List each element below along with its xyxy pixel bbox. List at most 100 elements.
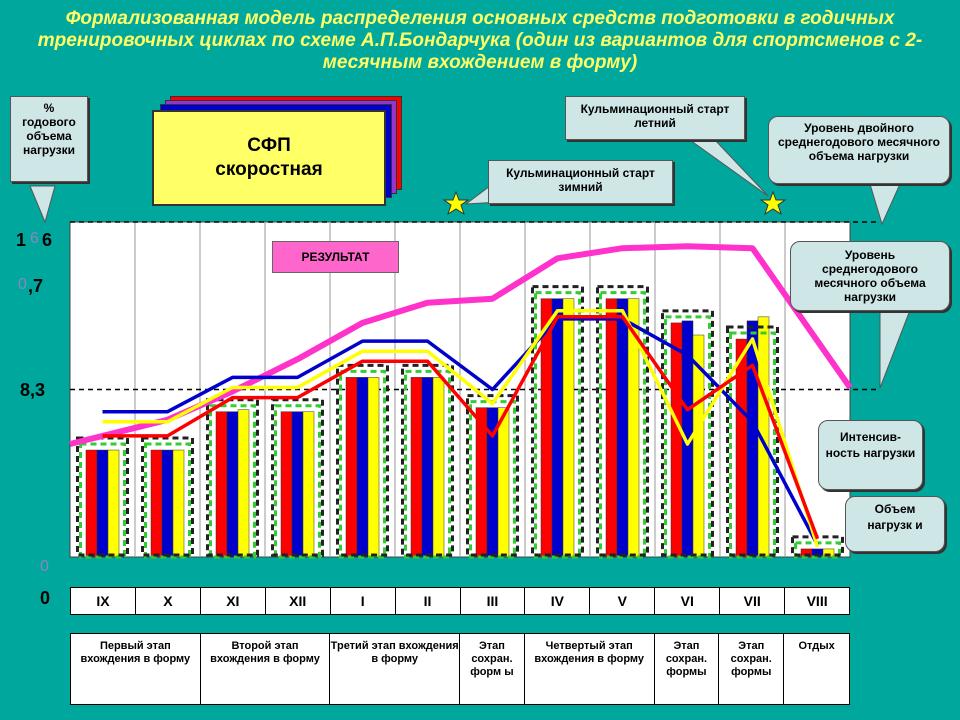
stage-cell: Четвертый этап вхождения в форму (525, 634, 655, 704)
bar-red (345, 377, 358, 558)
page-title: Формализованная модель распределения осн… (37, 8, 923, 73)
bar-yellow (107, 449, 120, 558)
month-cell: III (461, 588, 526, 614)
line-magenta (69, 243, 853, 447)
bar-yellow (627, 298, 640, 558)
bar-red (410, 377, 423, 558)
bar-yellow (562, 298, 575, 558)
callout-culm-winter: Кульминационный старт зимний (488, 160, 673, 204)
bar-yellow (497, 407, 510, 558)
stage-cell: Этап сохран. форм ы (460, 634, 525, 704)
bar-yellow (172, 449, 185, 558)
envelope-green (404, 369, 451, 559)
stage-cell: Третий этап вхождения в форму (330, 634, 461, 704)
envelope-green (729, 331, 776, 559)
bar-red (670, 322, 683, 558)
envelope-black (271, 398, 324, 557)
bar-blue (96, 449, 109, 558)
bar-blue (616, 298, 629, 558)
bar-yellow (367, 377, 380, 558)
month-cell: XI (201, 588, 266, 614)
pointer-summer (688, 139, 769, 197)
month-cell: II (396, 588, 461, 614)
bar-yellow (432, 377, 445, 558)
bar-red (150, 449, 163, 558)
month-cell: IV (525, 588, 591, 614)
envelope-black (336, 363, 389, 557)
envelope-green (534, 291, 581, 559)
stage-cell: Этап сохран. формы (655, 634, 720, 704)
pointer-avg (879, 309, 911, 389)
bar-blue (421, 377, 434, 558)
pointer-percent (29, 185, 56, 224)
month-cell: XII (266, 588, 331, 614)
envelope-green (79, 442, 126, 559)
pointer-double (869, 183, 901, 226)
month-cell: IX (71, 588, 136, 614)
bar-red (215, 411, 228, 558)
callout-intensity: Интенсив- ность нагрузки (818, 420, 923, 490)
month-cell: VIII (806, 593, 828, 609)
envelope-green (339, 369, 386, 559)
star-icon-summer (759, 190, 787, 216)
envelope-black (401, 363, 454, 557)
y-label-top-faint: 6 (30, 230, 39, 247)
callout-volume: Объем нагрузк и (845, 496, 945, 552)
bar-yellow (757, 316, 770, 558)
sfp-line2: скоростная (215, 159, 323, 180)
callout-avg-level: Уровень среднегодового месячного объема … (790, 241, 950, 311)
bar-blue (161, 449, 174, 558)
callout-double-level: Уровень двойного среднегодового месячног… (768, 116, 950, 184)
y-label-top-b: 6 (42, 230, 53, 250)
envelope-black (206, 398, 259, 557)
months-row: IX X XI XII I II III IV V VI VII VIII (70, 587, 850, 615)
bar-red (280, 411, 293, 558)
month-cell: V (590, 588, 656, 614)
envelope-green (144, 442, 191, 559)
y-label-top-a: 1 (16, 230, 27, 250)
bar-blue (291, 411, 304, 558)
line-blue (102, 317, 820, 546)
stages-row: Первый этап вхождения в форму Второй этап… (70, 633, 850, 705)
envelope-black (661, 309, 714, 557)
envelope-black (141, 436, 194, 557)
callout-percent: % годового объема нагрузки (10, 96, 88, 182)
bar-blue (551, 298, 564, 558)
line-yellow (102, 309, 820, 548)
envelope-green (664, 315, 711, 559)
y-label-avg: 8,3 (20, 380, 46, 400)
star-icon-winter (442, 190, 470, 216)
bar-blue (356, 377, 369, 558)
envelope-green (209, 404, 256, 559)
y-label-zero: 0 (40, 588, 51, 608)
envelope-black (596, 285, 649, 557)
sfp-card: СФП скоростная (152, 110, 386, 206)
stage-cell: Отдых (798, 640, 835, 652)
bar-blue (226, 411, 239, 558)
sfp-line1: СФП (247, 135, 291, 156)
y-label-zero-faint: 0 (40, 558, 49, 575)
y-label-mid: ,7 (28, 276, 44, 296)
callout-culm-summer: Кульминационный старт летний (565, 96, 745, 140)
envelope-green (599, 291, 646, 559)
envelope-black (531, 285, 584, 557)
envelope-black (466, 394, 519, 557)
month-cell: X (136, 588, 201, 614)
line-red (102, 315, 820, 540)
stage-cell: Второй этап вхождения в форму (201, 634, 331, 704)
y-label-mid-faint: 0 (18, 276, 27, 293)
stage-cell: Первый этап вхождения в форму (71, 634, 201, 704)
envelope-green (274, 404, 321, 559)
bar-yellow (302, 411, 315, 558)
month-cell: I (331, 588, 396, 614)
bar-yellow (822, 548, 835, 558)
month-cell: VI (655, 588, 721, 614)
bar-red (85, 449, 98, 558)
result-label: РЕЗУЛЬТАТ (272, 241, 399, 273)
bar-red (605, 298, 618, 558)
bar-yellow (237, 409, 250, 558)
envelope-black (726, 325, 779, 557)
stage-cell: Этап сохран. формы (719, 634, 785, 704)
month-cell: VII (720, 588, 786, 614)
